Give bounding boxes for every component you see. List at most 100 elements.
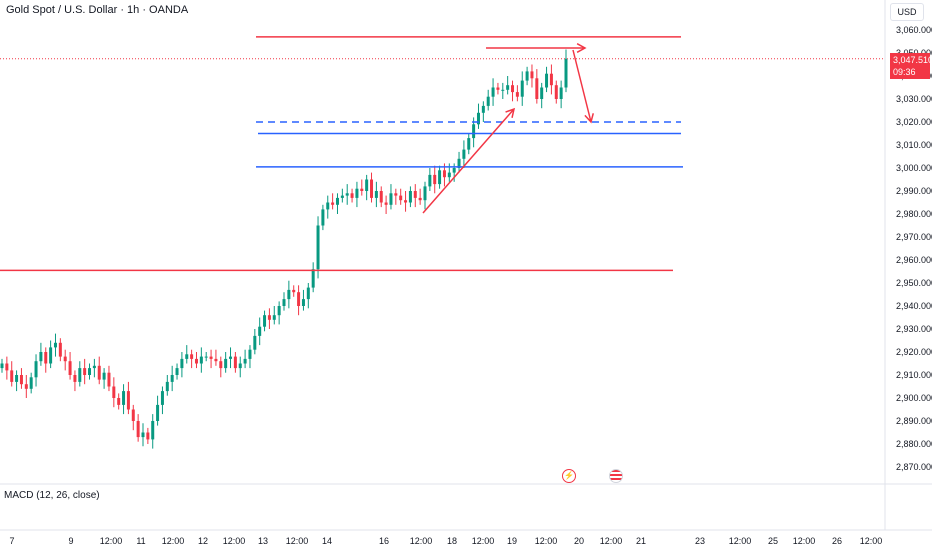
x-tick-label: 14 [322, 536, 332, 546]
y-tick-label: 2,900.000 [896, 393, 932, 403]
candle-body [540, 87, 544, 99]
candle-body [180, 358, 184, 369]
candle-body [156, 404, 160, 421]
candle-body [447, 172, 451, 178]
x-tick-label: 12:00 [162, 536, 185, 546]
candle-body [379, 191, 383, 203]
candle-body [15, 375, 19, 382]
candle-body [496, 87, 500, 90]
candle-body [24, 384, 28, 389]
candle-body [433, 174, 437, 185]
candle-body [452, 168, 456, 173]
candle-body [457, 158, 461, 168]
candle-body [112, 386, 116, 398]
down-projection-arrow [572, 49, 592, 123]
y-tick-label: 3,000.000 [896, 163, 932, 173]
candle-body [117, 398, 121, 405]
y-tick-label: 2,920.000 [896, 347, 932, 357]
candle-body [5, 363, 9, 371]
candle-body [404, 200, 408, 203]
x-tick-label: 25 [768, 536, 778, 546]
candle-body [418, 197, 422, 201]
candle-body [88, 368, 92, 375]
y-tick-label: 2,950.000 [896, 278, 932, 288]
candle-body [491, 87, 495, 97]
candle-body [282, 299, 286, 306]
y-tick-label: 2,990.000 [896, 186, 932, 196]
candle-body [408, 191, 412, 203]
candle-body [165, 381, 169, 392]
candle-body [258, 326, 262, 336]
x-tick-label: 13 [258, 536, 268, 546]
countdown-timer: 09:36 [893, 67, 916, 77]
flash-icon[interactable]: ⚡ [562, 469, 576, 483]
candle-body [243, 358, 247, 364]
y-tick-label: 3,060.000 [896, 25, 932, 35]
currency-selector[interactable]: USD [890, 3, 924, 21]
candle-body [253, 335, 257, 350]
x-tick-label: 18 [447, 536, 457, 546]
macd-indicator-label[interactable]: MACD (12, 26, close) [4, 490, 100, 501]
candle-body [287, 289, 291, 300]
x-tick-label: 12:00 [100, 536, 123, 546]
candle-body [277, 306, 281, 316]
x-tick-label: 12:00 [286, 536, 309, 546]
y-tick-label: 2,970.000 [896, 232, 932, 242]
candle-body [39, 352, 43, 362]
candle-body [413, 191, 417, 198]
candle-body [501, 89, 505, 91]
candle-body [306, 287, 310, 300]
candle-body [63, 356, 67, 362]
candle-body [370, 179, 374, 198]
candle-body [321, 209, 325, 226]
candle-body [102, 372, 106, 380]
y-tick-label: 2,910.000 [896, 370, 932, 380]
x-tick-label: 12:00 [793, 536, 816, 546]
x-tick-label: 12:00 [223, 536, 246, 546]
candle-body [151, 421, 155, 440]
y-tick-label: 2,890.000 [896, 416, 932, 426]
candle-body [194, 358, 198, 364]
candle-body [292, 289, 296, 293]
candle-body [520, 80, 524, 97]
down-projection-arrow-head [584, 113, 594, 124]
candle-body [214, 358, 218, 362]
us-flag-icon[interactable] [609, 469, 623, 483]
candle-body [311, 269, 315, 288]
x-tick-label: 12 [198, 536, 208, 546]
candle-body [229, 356, 233, 359]
y-tick-label: 2,940.000 [896, 301, 932, 311]
candle-body [185, 354, 189, 359]
candle-body [53, 342, 57, 348]
candle-body [122, 391, 126, 405]
candle-body [486, 96, 490, 106]
candle-body [428, 174, 432, 187]
candle-body [301, 299, 305, 306]
candle-body [559, 87, 563, 99]
candle-body [554, 85, 558, 99]
y-tick-label: 2,930.000 [896, 324, 932, 334]
candle-body [204, 356, 208, 358]
candle-body [267, 315, 271, 320]
y-tick-label: 3,030.000 [896, 94, 932, 104]
candle-body [146, 432, 150, 440]
candle-body [107, 372, 111, 387]
candle-body [515, 92, 519, 97]
candle-body [535, 78, 539, 99]
x-tick-label: 12:00 [535, 536, 558, 546]
candle-body [355, 188, 359, 198]
chart-title: Gold Spot / U.S. Dollar · 1h · OANDA [6, 4, 189, 16]
candle-body [126, 391, 130, 410]
candle-body [233, 356, 237, 369]
candle-body [340, 195, 344, 198]
candle-body [394, 193, 398, 196]
candle-body [564, 58, 568, 88]
y-tick-label: 3,010.000 [896, 140, 932, 150]
x-tick-label: 12:00 [472, 536, 495, 546]
x-tick-label: 7 [9, 536, 14, 546]
candle-body [0, 363, 4, 369]
candle-body [10, 370, 14, 382]
candle-body [263, 315, 267, 327]
candle-body [297, 292, 301, 306]
